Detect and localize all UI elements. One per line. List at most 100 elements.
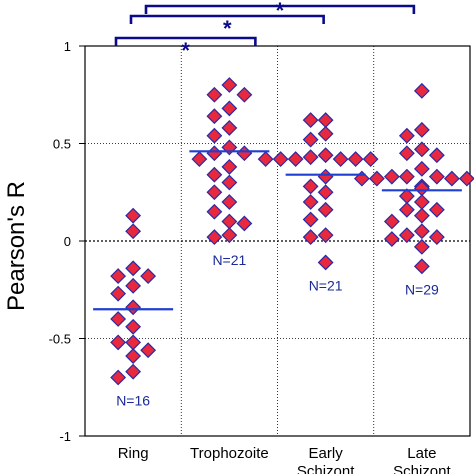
data-point — [221, 174, 238, 191]
data-point — [398, 168, 415, 185]
data-point — [317, 168, 334, 185]
data-point — [443, 170, 460, 187]
data-point — [206, 203, 223, 220]
data-point — [302, 229, 319, 246]
data-point — [206, 229, 223, 246]
data-point — [110, 311, 127, 327]
category-label: Late Schizont — [393, 445, 451, 474]
data-point — [428, 201, 445, 218]
data-point — [458, 170, 474, 187]
data-point — [413, 207, 430, 224]
y-tick-label: -1 — [59, 429, 71, 444]
y-tick-label: -0.5 — [49, 332, 71, 347]
data-point — [302, 131, 319, 148]
data-point — [236, 86, 253, 103]
data-point — [317, 254, 334, 271]
significance-star: * — [181, 38, 190, 63]
data-point — [398, 188, 415, 205]
data-point — [125, 334, 142, 351]
data-point — [413, 82, 430, 99]
data-point — [272, 151, 289, 168]
data-point — [257, 151, 274, 168]
data-point — [383, 213, 400, 230]
data-point — [110, 268, 127, 285]
data-point — [287, 151, 304, 168]
data-point — [221, 213, 238, 230]
data-point — [125, 348, 142, 364]
data-point — [332, 151, 349, 168]
category-label: Trophozoite — [190, 445, 269, 462]
data-point — [362, 151, 379, 168]
y-tick-label: 0 — [64, 234, 71, 249]
data-point-layer — [110, 77, 474, 386]
y-tick-label: 1 — [64, 39, 71, 54]
data-point — [428, 168, 445, 185]
data-point — [302, 149, 319, 166]
data-point — [413, 194, 430, 210]
data-point — [428, 147, 445, 164]
category-label-line: Late — [407, 445, 436, 462]
data-point — [413, 141, 430, 158]
n-count-label: N=16 — [116, 393, 150, 409]
data-point — [110, 369, 127, 386]
data-point — [413, 258, 430, 275]
data-point — [125, 299, 142, 316]
data-point — [206, 86, 223, 103]
category-label: Early Schizont — [297, 445, 355, 474]
data-point — [125, 223, 142, 240]
data-point — [383, 168, 400, 185]
data-point — [317, 147, 334, 164]
data-point — [347, 151, 364, 168]
data-point — [221, 77, 238, 93]
n-count-label: N=21 — [212, 252, 246, 268]
category-label-line: Ring — [118, 445, 149, 462]
n-count-label: N=21 — [309, 277, 343, 293]
data-point — [413, 238, 430, 255]
data-point — [236, 145, 253, 162]
data-point — [317, 125, 334, 142]
mean-line-layer — [93, 150, 462, 311]
grid-layer — [85, 46, 470, 436]
y-tick-layer: 1 0.5 0 -0.5 -1 — [49, 39, 85, 444]
data-point — [221, 194, 238, 210]
data-point — [302, 112, 319, 129]
data-point — [221, 227, 238, 244]
data-point — [125, 277, 142, 294]
data-point — [413, 223, 430, 240]
n-count-label: N=29 — [405, 281, 439, 297]
category-label-line: Schizont — [297, 463, 355, 474]
data-point — [413, 180, 430, 197]
significance-star: * — [223, 16, 232, 41]
data-point — [398, 201, 415, 218]
n-label-layer: N=16 N=21 N=21 N=29 — [116, 252, 439, 408]
data-point — [428, 229, 445, 246]
significance-star: * — [276, 0, 285, 23]
data-point — [398, 145, 415, 162]
y-axis-label: Pearson's R — [3, 181, 30, 311]
data-point — [413, 160, 430, 177]
significance-layer: * * * — [114, 0, 416, 63]
data-point — [221, 158, 238, 175]
category-label-line: Schizont — [393, 463, 451, 474]
data-point — [368, 170, 385, 187]
data-point — [398, 127, 415, 144]
data-point — [317, 112, 334, 129]
data-point — [206, 127, 223, 144]
data-point — [125, 363, 142, 380]
data-point — [206, 166, 223, 183]
category-label: Ring — [118, 445, 149, 462]
data-point — [110, 285, 127, 302]
significance-bracket — [114, 36, 257, 46]
category-label-line: Early — [309, 445, 344, 462]
data-point — [302, 194, 319, 210]
data-point — [236, 215, 253, 232]
data-point — [110, 334, 127, 351]
data-point — [140, 268, 157, 285]
significance-bracket — [144, 4, 416, 14]
data-point — [221, 119, 238, 136]
data-point — [317, 201, 334, 218]
data-point — [398, 227, 415, 244]
data-point — [221, 100, 238, 117]
